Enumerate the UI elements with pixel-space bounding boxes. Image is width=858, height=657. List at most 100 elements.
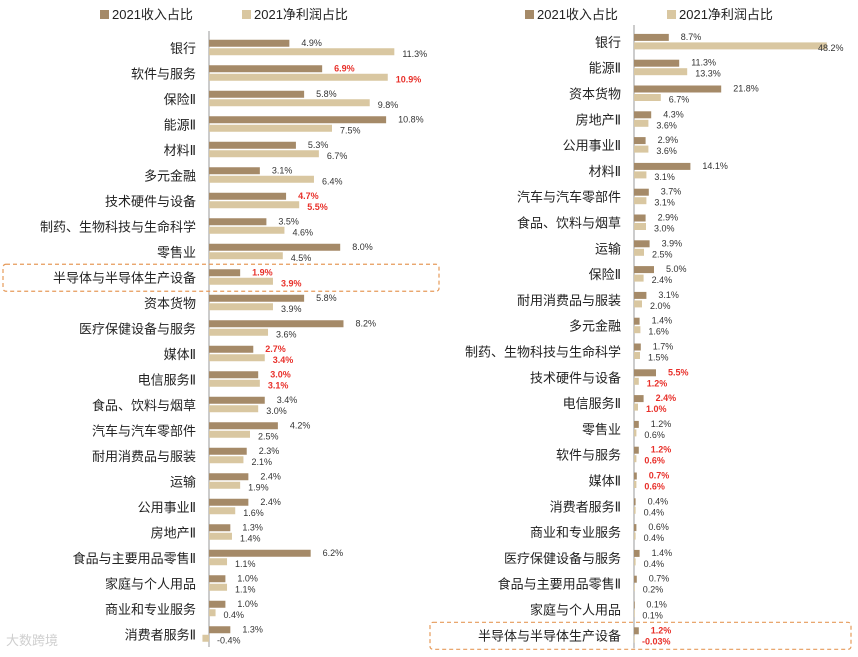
data-label-profit: 5.5% [307, 202, 328, 212]
bar-profit [634, 145, 649, 153]
category-label: 商业和专业服务 [530, 525, 621, 540]
category-label: 技术硬件与设备 [530, 370, 621, 385]
category-label: 资本货物 [144, 296, 196, 311]
data-label-profit: 0.4% [224, 610, 245, 620]
data-label-profit: 13.3% [695, 69, 721, 79]
bar-revenue [634, 240, 650, 248]
data-label-profit: 4.5% [291, 253, 312, 263]
bar-profit [209, 175, 314, 183]
bar-revenue [634, 601, 635, 609]
data-label-revenue: 0.6% [648, 522, 669, 532]
data-label-revenue: 4.9% [301, 38, 322, 48]
data-label-profit: 1.5% [648, 353, 669, 363]
category-label: 软件与服务 [556, 448, 621, 463]
data-label-revenue: 6.2% [323, 548, 344, 558]
data-label-revenue: 1.3% [242, 624, 263, 634]
bar-profit [202, 634, 209, 642]
legend-swatch-profit [667, 10, 676, 19]
category-label: 制药、生物科技与生命科学 [40, 219, 196, 234]
data-label-revenue: 1.4% [652, 316, 673, 326]
legend-swatch-profit [242, 10, 251, 19]
category-label: 家庭与个人用品 [530, 603, 621, 618]
bar-profit [634, 42, 827, 50]
bar-profit [209, 150, 319, 158]
category-label: 耐用消费品与服装 [92, 449, 196, 464]
category-label: 多元金融 [144, 168, 196, 183]
bar-revenue [209, 167, 260, 175]
data-label-revenue: 6.9% [334, 63, 355, 73]
data-label-revenue: 3.9% [662, 238, 683, 248]
bar-profit [209, 354, 265, 362]
bar-revenue [634, 446, 639, 454]
bar-revenue [209, 600, 226, 608]
bar-profit [634, 352, 640, 359]
bar-revenue [209, 116, 387, 124]
data-label-profit: 4.6% [292, 227, 313, 237]
bar-profit [634, 248, 644, 256]
category-label: 多元金融 [569, 319, 621, 334]
bar-revenue [209, 243, 341, 251]
bar-revenue [634, 627, 639, 635]
category-label: 商业和专业服务 [105, 602, 196, 617]
data-label-profit: 0.4% [644, 507, 665, 517]
data-label-profit: 3.6% [276, 329, 297, 339]
category-label: 运输 [595, 241, 621, 256]
category-label: 电信服务Ⅱ [138, 372, 196, 387]
bar-revenue [634, 420, 639, 428]
data-label-revenue: 1.7% [653, 342, 674, 352]
bar-revenue [209, 626, 231, 634]
data-label-revenue: 1.2% [651, 445, 672, 455]
category-label: 公用事业Ⅱ [138, 500, 196, 515]
category-label: 能源Ⅱ [164, 117, 196, 132]
legend-swatch-revenue [100, 10, 109, 19]
data-label-revenue: 8.2% [355, 318, 376, 328]
data-label-revenue: 1.2% [651, 625, 672, 635]
category-label: 公用事业Ⅱ [563, 138, 621, 153]
bar-revenue [634, 549, 640, 557]
data-label-revenue: 0.4% [648, 496, 669, 506]
data-label-profit: 3.0% [266, 406, 287, 416]
data-label-revenue: 10.8% [398, 114, 424, 124]
bar-profit [634, 455, 637, 463]
data-label-profit: 3.0% [654, 224, 675, 234]
data-label-profit: 3.6% [656, 120, 677, 130]
data-label-revenue: 5.5% [668, 367, 689, 377]
bar-profit [634, 584, 635, 592]
bar-profit [634, 94, 661, 101]
data-label-profit: 3.1% [654, 198, 675, 208]
bar-revenue [209, 294, 305, 302]
data-label-profit: 3.1% [654, 172, 675, 182]
data-label-profit: 48.2% [818, 43, 844, 53]
bar-revenue [634, 33, 669, 41]
data-label-revenue: 4.7% [298, 191, 319, 201]
legend-label-revenue: 2021收入占比 [537, 7, 618, 22]
bar-profit [209, 73, 388, 81]
category-label: 食品、饮料与烟草 [92, 398, 196, 413]
bar-revenue [209, 141, 296, 149]
bar-revenue [634, 291, 647, 299]
data-label-revenue: 1.4% [652, 548, 673, 558]
bar-revenue [634, 498, 636, 506]
category-label: 保险Ⅱ [164, 92, 196, 107]
legend-label-profit: 2021净利润占比 [254, 7, 348, 22]
data-label-revenue: 0.7% [649, 471, 670, 481]
bar-profit [209, 226, 285, 234]
bar-profit [634, 274, 644, 282]
data-label-revenue: 3.4% [277, 395, 298, 405]
data-label-profit: 0.6% [644, 482, 665, 492]
category-label: 技术硬件与设备 [105, 194, 196, 209]
data-label-profit: 2.0% [650, 301, 671, 311]
bar-profit [634, 377, 639, 385]
category-label: 耐用消费品与服装 [517, 293, 621, 308]
bar-revenue [634, 369, 656, 377]
bar-profit [634, 68, 688, 76]
data-label-revenue: 11.3% [691, 58, 716, 68]
data-label-revenue: 2.7% [265, 344, 286, 354]
bar-revenue [209, 549, 311, 557]
bar-profit [209, 532, 232, 540]
bar-profit [634, 506, 636, 514]
category-label: 零售业 [157, 245, 196, 260]
legend-label-profit: 2021净利润占比 [679, 7, 773, 22]
legend-label-revenue: 2021收入占比 [112, 7, 193, 22]
data-label-profit: 3.9% [281, 304, 302, 314]
